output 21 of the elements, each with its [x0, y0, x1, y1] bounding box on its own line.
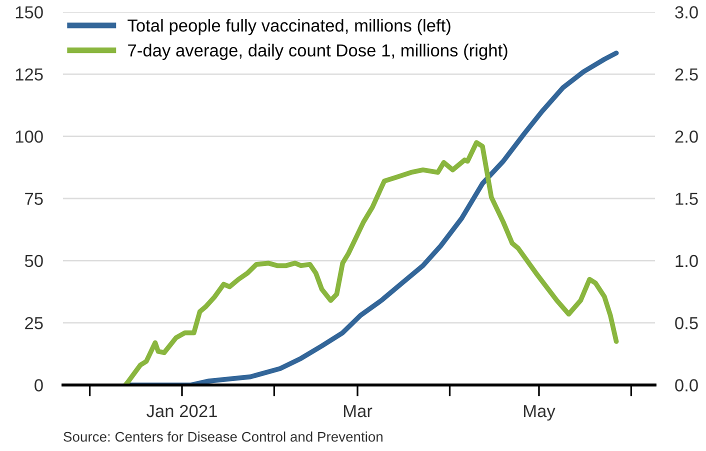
y-tick-label: 75	[25, 192, 43, 205]
y2-tick-label: 0.5	[675, 317, 698, 330]
y-tick-label: 125	[16, 68, 43, 81]
y-tick-label: 50	[24, 254, 43, 268]
y2-tick-label: 2.5	[675, 68, 698, 81]
y-tick-label: 25	[25, 317, 43, 330]
y-tick-label: 150	[16, 6, 43, 18]
line-series	[123, 140, 619, 385]
y2-tick-label: 2.0	[675, 130, 698, 143]
y2-tick-label: 3.0	[675, 6, 698, 18]
source-note: Source: Centers for Disease Control and Prevention	[64, 432, 382, 442]
y2-tick-label: 1.0	[676, 254, 698, 268]
y-tick-label: 100	[16, 130, 43, 143]
x-tick-label: Mar	[344, 405, 372, 418]
legend-label: 7-day average, daily count Dose 1, millions (right)	[128, 44, 508, 60]
x-tick-label: Jan 2021	[146, 404, 217, 418]
y2-tick-label: 1.5	[676, 192, 698, 205]
legend-label: Total people fully vaccinated, millions (left)	[128, 18, 450, 36]
y2-tick-label: 0.0	[675, 379, 698, 392]
y-tick-label: 0	[34, 379, 43, 392]
x-tick-label: May	[524, 405, 556, 421]
